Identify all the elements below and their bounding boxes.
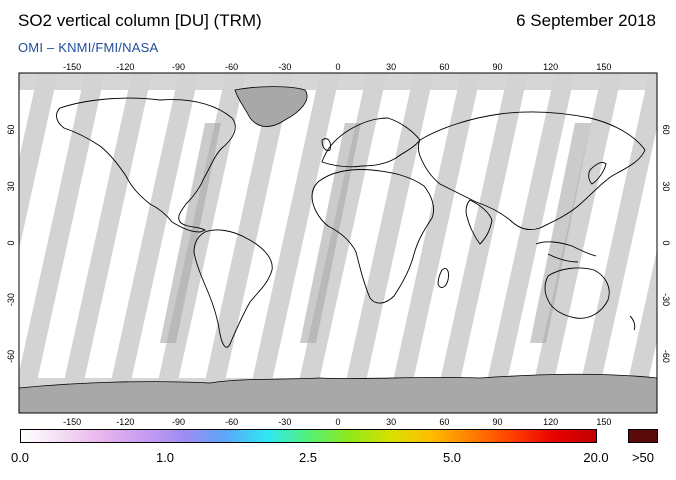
lon-tick-label: 0 — [335, 62, 340, 72]
lat-tick-label: -60 — [661, 350, 671, 363]
top-longitude-ticks: -150 -120 -90 -60 -30 0 30 60 90 120 150 — [63, 62, 611, 72]
orbit-gap-stripe — [19, 73, 105, 413]
map-title: SO2 vertical column [DU] (TRM) — [18, 11, 262, 30]
colorbar-overflow-label: >50 — [631, 450, 655, 465]
orbit-gap-stripe — [386, 73, 481, 413]
lat-tick-label: 30 — [6, 181, 16, 191]
lon-tick-label: -120 — [116, 417, 134, 427]
colorbar-label-3: 5.0 — [442, 450, 462, 465]
orbit-gap-stripe — [245, 73, 340, 413]
india-coast — [465, 199, 493, 245]
south-america-coast — [193, 229, 273, 348]
orbit-gap-stripe — [198, 73, 293, 413]
north-america-coast — [56, 97, 236, 233]
orbit-gap-stripe — [480, 73, 575, 413]
map-frame — [18, 72, 658, 414]
lat-tick-label: -60 — [6, 350, 16, 363]
dark-gap-stripe — [300, 123, 361, 343]
lon-tick-label: 30 — [386, 417, 396, 427]
orbit-gap-stripe — [19, 73, 58, 250]
japan-coast — [588, 161, 607, 185]
lon-tick-label: -60 — [225, 417, 238, 427]
lon-tick-label: 120 — [543, 62, 558, 72]
lon-tick-label: 30 — [386, 62, 396, 72]
africa-coast — [311, 169, 435, 304]
orbit-gap-stripes — [19, 73, 657, 413]
colorbar-label-0: 0.0 — [10, 450, 30, 465]
lon-tick-label: 120 — [543, 417, 558, 427]
orbit-gap-stripe — [57, 73, 152, 413]
lat-tick-label: 30 — [661, 181, 671, 191]
lon-tick-label: -90 — [172, 62, 185, 72]
orbit-gap-stripe — [621, 249, 657, 413]
indonesia-coast — [535, 241, 597, 263]
orbit-gap-stripe — [104, 73, 199, 413]
lon-tick-label: 60 — [439, 417, 449, 427]
colorbar-label-4: 20.0 — [583, 450, 609, 465]
lon-tick-label: 60 — [439, 62, 449, 72]
orbit-gap-stripe — [339, 73, 434, 413]
orbit-gap-stripe — [574, 73, 657, 413]
new-zealand-coast — [629, 315, 636, 331]
lon-tick-label: 0 — [335, 417, 340, 427]
australia-coast — [544, 267, 610, 319]
lat-tick-label: -30 — [661, 293, 671, 306]
lat-tick-label: 0 — [661, 240, 671, 245]
lon-tick-label: 90 — [492, 417, 502, 427]
lon-tick-label: 150 — [596, 417, 611, 427]
uk-coast — [321, 138, 331, 151]
lat-tick-label: -30 — [6, 293, 16, 306]
lon-tick-label: -90 — [172, 417, 185, 427]
data-credit: OMI – KNMI/FMI/NASA — [18, 40, 159, 55]
asia-coast — [418, 111, 646, 231]
dark-gap-stripe — [160, 123, 221, 343]
lon-tick-label: -30 — [278, 62, 291, 72]
map-date: 6 September 2018 — [516, 11, 656, 30]
lon-tick-label: -30 — [278, 417, 291, 427]
antarctica — [19, 373, 657, 413]
so2-colorbar — [20, 429, 597, 443]
lon-tick-label: -150 — [63, 62, 81, 72]
lat-tick-label: 0 — [6, 240, 16, 245]
lat-tick-label: 60 — [661, 125, 671, 135]
colorbar-label-1: 1.0 — [155, 450, 175, 465]
lon-tick-label: -150 — [63, 417, 81, 427]
right-latitude-ticks: 60 30 0 -30 -60 — [661, 125, 671, 363]
lon-tick-label: -120 — [116, 62, 134, 72]
left-latitude-ticks: 60 30 0 -30 -60 — [6, 125, 16, 363]
madagascar-coast — [437, 268, 449, 288]
colorbar-label-2: 2.5 — [298, 450, 318, 465]
lon-tick-label: -60 — [225, 62, 238, 72]
lon-tick-label: 90 — [492, 62, 502, 72]
bottom-longitude-ticks: -150 -120 -90 -60 -30 0 30 60 90 120 150 — [63, 417, 611, 427]
lat-tick-label: 60 — [6, 125, 16, 135]
greenland — [234, 86, 308, 127]
lon-tick-label: 150 — [596, 62, 611, 72]
orbit-gap-stripe — [527, 73, 622, 413]
overflow-color-box — [628, 429, 658, 443]
